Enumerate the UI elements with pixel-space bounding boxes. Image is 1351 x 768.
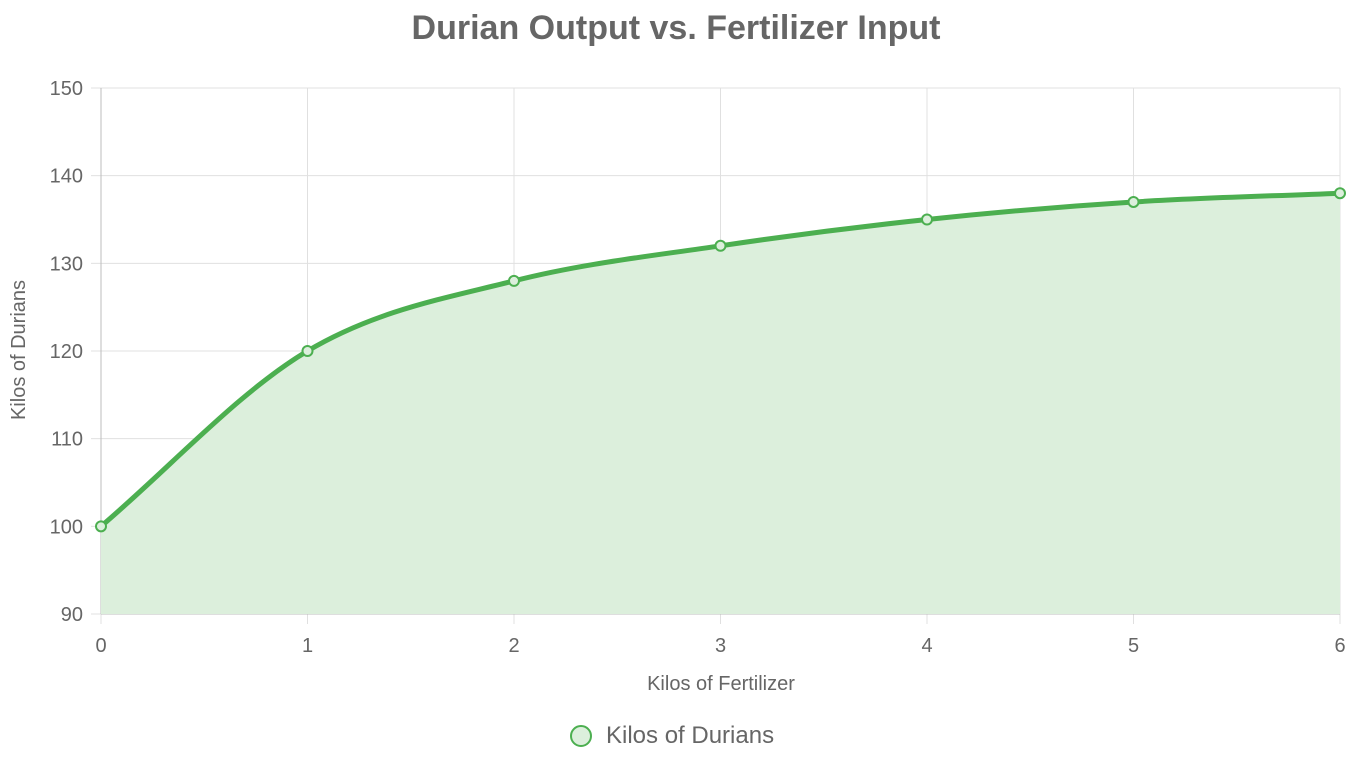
x-tick-label: 0: [95, 635, 106, 657]
y-tick-label: 90: [61, 604, 83, 626]
data-point[interactable]: [301, 345, 314, 357]
area-fill-layer: [101, 193, 1340, 614]
x-tick-label: 1: [302, 635, 313, 657]
y-tick-label: 130: [50, 253, 83, 275]
data-point[interactable]: [508, 274, 520, 287]
y-tick-label: 140: [50, 166, 83, 188]
legend[interactable]: Kilos of Durians: [570, 722, 774, 749]
data-point[interactable]: [1334, 187, 1346, 200]
legend-label[interactable]: Kilos of Durians: [606, 722, 774, 749]
x-tick-labels: 0 1 2 3 4 5 6: [95, 635, 1345, 657]
y-tick-label: 100: [50, 516, 83, 538]
data-point[interactable]: [95, 520, 107, 533]
legend-marker-icon[interactable]: [570, 725, 592, 747]
y-tick-label: 110: [51, 429, 83, 451]
data-point[interactable]: [1127, 195, 1140, 208]
data-point[interactable]: [921, 213, 933, 226]
x-tick-label: 3: [715, 635, 726, 657]
y-tick-label: 120: [50, 341, 83, 363]
data-points-layer: [95, 187, 1346, 533]
y-tick-labels: 90 100 110 120 130 140 150: [50, 78, 83, 626]
x-axis-title: Kilos of Fertilizer: [647, 673, 795, 695]
series-area-fill: [101, 193, 1340, 614]
chart-title: Durian Output vs. Fertilizer Input: [412, 9, 941, 47]
x-tick-label: 5: [1128, 635, 1139, 657]
x-tick-label: 6: [1334, 635, 1345, 657]
data-point[interactable]: [714, 239, 727, 252]
y-axis-title: Kilos of Durians: [8, 280, 30, 420]
y-tick-label: 150: [50, 78, 83, 100]
x-tick-label: 2: [508, 635, 519, 657]
x-tick-label: 4: [921, 635, 932, 657]
